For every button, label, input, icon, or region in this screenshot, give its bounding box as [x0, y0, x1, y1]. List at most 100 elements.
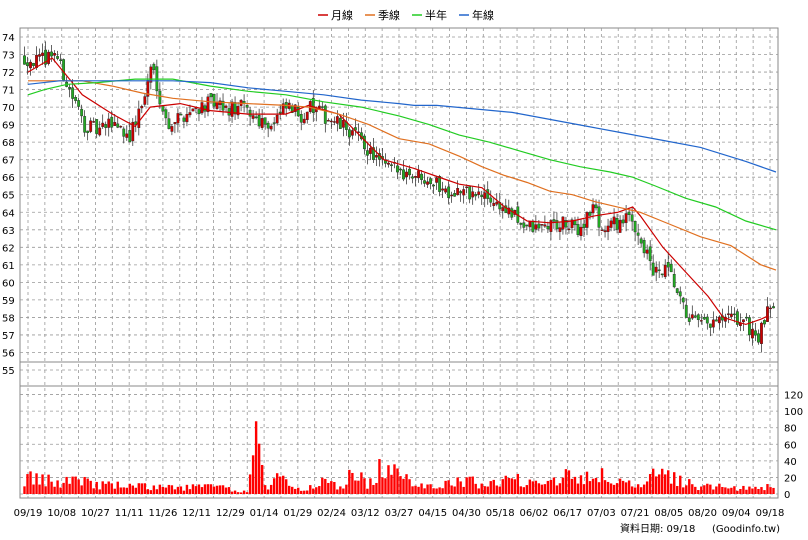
candle-body — [552, 219, 556, 222]
candle-body — [104, 124, 108, 128]
volume-bar — [411, 486, 414, 494]
volume-bar — [38, 484, 41, 494]
volume-bar — [450, 485, 453, 494]
volume-bar — [724, 487, 727, 494]
candle-body — [474, 194, 478, 197]
volume-bar — [23, 486, 26, 494]
volume-bar — [633, 487, 637, 494]
volume-bar — [393, 464, 396, 494]
volume-bar — [251, 455, 255, 494]
volume-bar — [516, 473, 520, 494]
volume-bar — [606, 481, 610, 494]
candle-body — [116, 123, 120, 128]
candle-body — [543, 224, 547, 227]
candle-body — [275, 115, 279, 124]
volume-bar — [676, 486, 679, 494]
volume-bar — [41, 474, 44, 494]
volume-bar — [143, 483, 147, 494]
candle-body — [603, 230, 607, 233]
volume-bar — [664, 474, 667, 494]
volume-bar — [95, 481, 98, 494]
candle-body — [606, 225, 610, 232]
volume-bar — [281, 475, 285, 494]
volume-bar — [89, 480, 92, 494]
volume-bar — [161, 486, 165, 494]
candle-body — [347, 129, 351, 138]
candle-body — [56, 56, 59, 59]
volume-bar — [333, 482, 336, 494]
volume-tick-label: 0 — [784, 490, 790, 501]
volume-bar — [573, 476, 577, 494]
volume-bar — [630, 486, 634, 494]
chart-legend: 月線 季線 半年 年線 — [318, 8, 494, 22]
volume-bar — [200, 487, 204, 494]
candle-body — [615, 218, 619, 230]
candle-body — [723, 316, 727, 322]
volume-bar — [438, 487, 441, 494]
volume-bar — [420, 483, 423, 494]
volume-bar — [510, 478, 514, 494]
candle-body — [329, 120, 333, 123]
volume-bar — [682, 487, 685, 494]
volume-bar — [417, 486, 420, 494]
candle-body — [561, 216, 565, 230]
x-tick-label: 06/17 — [553, 508, 582, 519]
volume-bar — [585, 471, 589, 494]
volume-bar — [191, 484, 195, 494]
candle-body — [149, 66, 153, 83]
candle-body — [748, 317, 751, 336]
candle-body — [732, 313, 736, 316]
candle-body — [107, 118, 111, 128]
volume-bar — [624, 482, 628, 494]
candle-body — [546, 225, 550, 230]
volume-bar — [77, 479, 80, 494]
candle-body — [672, 274, 676, 288]
volume-bar — [98, 489, 101, 494]
volume-bar — [291, 486, 294, 494]
candle-body — [182, 117, 186, 122]
volume-tick-label: 120 — [784, 391, 803, 402]
volume-bar — [194, 486, 198, 494]
candle-body — [726, 313, 730, 315]
candle-body — [152, 63, 156, 71]
candle-body — [47, 51, 50, 64]
candle-body — [29, 61, 32, 69]
candle-body — [158, 90, 162, 105]
volume-bar — [627, 480, 631, 494]
volume-bar — [242, 490, 246, 494]
x-axis: 09/19 10/08 10/27 11/11 11/26 12/11 12/29 01/14… — [14, 508, 785, 519]
volume-bar — [615, 483, 619, 494]
candle-body — [50, 51, 53, 57]
volume-bar — [330, 481, 333, 494]
price-tick-label: 55 — [2, 366, 15, 377]
candle-body — [335, 116, 339, 124]
volume-bar — [597, 482, 601, 494]
volume-bar — [567, 470, 571, 494]
candle-body — [600, 229, 604, 231]
candle-body — [432, 184, 435, 187]
volume-bar — [128, 483, 131, 494]
volume-bar — [260, 464, 264, 494]
candle-body — [137, 108, 141, 128]
volume-bar — [772, 487, 775, 494]
x-tick-label: 04/30 — [452, 508, 481, 519]
candle-body — [477, 191, 481, 195]
candle-body — [648, 246, 652, 262]
volume-bar — [35, 473, 38, 494]
candle-body — [396, 165, 399, 173]
price-grid — [20, 36, 778, 371]
candle-body — [176, 113, 180, 124]
candle-body — [332, 121, 336, 123]
volume-bar — [266, 489, 270, 494]
candle-body — [769, 307, 772, 310]
legend-label: 年線 — [472, 8, 494, 22]
candle-body — [311, 97, 315, 113]
volume-bar — [561, 477, 565, 494]
volume-bar — [600, 468, 604, 494]
volume-bar — [351, 472, 354, 494]
candle-body — [588, 212, 592, 216]
volume-bar — [149, 490, 153, 494]
candle-body — [230, 101, 234, 117]
candle-body — [323, 105, 327, 124]
candle-body — [128, 130, 132, 143]
